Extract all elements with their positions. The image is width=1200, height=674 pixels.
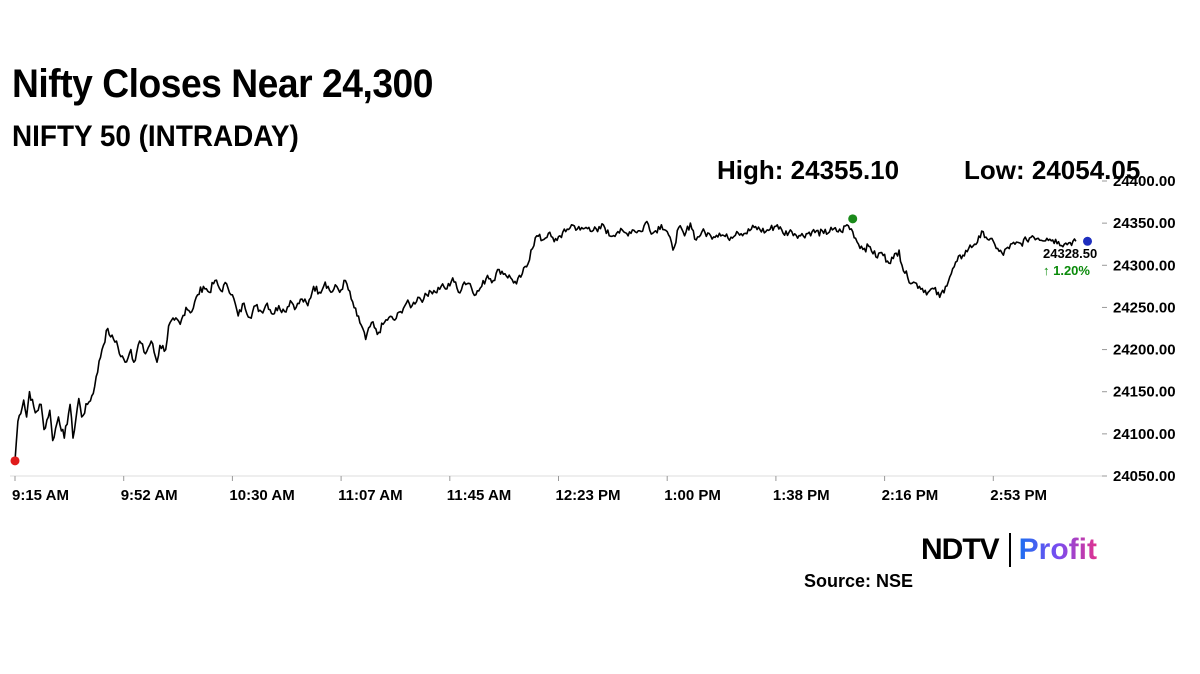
source-note: Source: NSE <box>804 571 914 591</box>
chart-axes: 9:15 AM 9:52 AM 10:30 AM 11:07 AM 11:45 AM 12… <box>10 173 1176 504</box>
last-price-label: 24328.50 <box>1043 246 1097 261</box>
x-tick-label: 10:30 AM <box>229 487 294 504</box>
y-tick-label: 24300.00 <box>1113 257 1176 274</box>
high-value: High: 24355.10 <box>717 155 900 185</box>
x-tick-label: 2:16 PM <box>882 487 939 504</box>
y-tick-label: 24150.00 <box>1113 384 1176 401</box>
open-marker <box>10 456 20 466</box>
x-tick-label: 9:52 AM <box>121 487 178 504</box>
x-tick-label: 1:38 PM <box>773 487 830 504</box>
x-tick-label: 11:45 AM <box>447 487 511 504</box>
ndtv-profit-logo: NDTV Profit <box>921 533 1097 567</box>
price-series-line <box>14 220 1077 461</box>
chart-markers <box>10 214 1093 466</box>
chart-subtitle: NIFTY 50 (INTRADAY) <box>12 120 299 153</box>
change-percent-label: ↑ 1.20% <box>1043 263 1090 278</box>
x-tick-label: 1:00 PM <box>664 487 721 504</box>
logo-divider <box>1008 533 1011 567</box>
high-marker <box>848 214 858 224</box>
x-tick-label: 11:07 AM <box>338 487 402 504</box>
x-tick-label: 9:15 AM <box>12 487 69 504</box>
y-tick-label: 24250.00 <box>1113 299 1176 316</box>
plot-area <box>14 220 1077 461</box>
x-tick-label: 2:53 PM <box>990 487 1047 504</box>
page-title: Nifty Closes Near 24,300 <box>12 62 433 106</box>
y-tick-label: 24050.00 <box>1113 468 1176 485</box>
profit-wordmark: Profit <box>1018 533 1097 566</box>
y-tick-label: 24350.00 <box>1113 215 1176 232</box>
y-tick-label: 24400.00 <box>1113 173 1176 190</box>
ndtv-wordmark: NDTV <box>921 533 1000 566</box>
low-value: Low: 24054.05 <box>964 155 1141 185</box>
y-tick-label: 24100.00 <box>1113 426 1176 443</box>
x-tick-label: 12:23 PM <box>556 487 621 504</box>
last-marker <box>1083 236 1093 246</box>
y-tick-label: 24200.00 <box>1113 342 1176 359</box>
